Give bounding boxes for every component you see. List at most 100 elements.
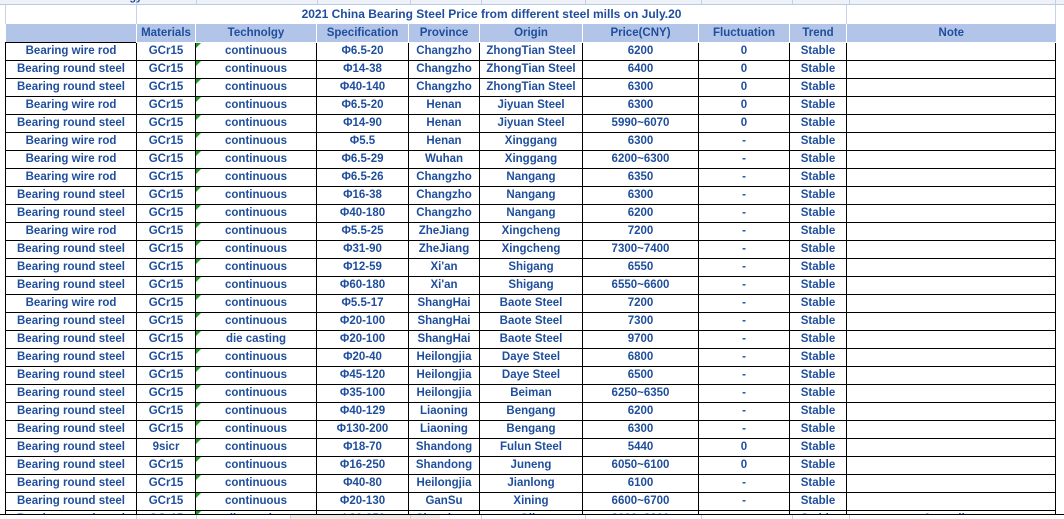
cell-fluct[interactable]: - — [698, 330, 790, 349]
cell-tech[interactable]: continuous — [195, 474, 317, 493]
table-row[interactable]: Bearing round steel GCr15 continuous Φ16-25… — [5, 456, 1057, 475]
cell-prov[interactable]: ZheJiang — [408, 240, 480, 259]
cell-materials[interactable]: GCr15 — [136, 150, 196, 169]
cell-materials[interactable]: GCr15 — [136, 186, 196, 205]
cell-tech[interactable]: continuous — [195, 186, 317, 205]
cell-trend[interactable]: Stable — [788, 384, 848, 403]
table-row[interactable]: Bearing round steel GCr15 continuous Φ12-59… — [5, 258, 1057, 277]
cell-product[interactable]: Bearing round steel — [5, 186, 137, 205]
cell-spec[interactable]: Φ5.5 — [316, 132, 409, 151]
cell-prov[interactable]: Heilongjia — [408, 474, 480, 493]
cell-tech[interactable]: continuous — [195, 492, 317, 511]
cell-origin[interactable]: Daye Steel — [479, 348, 583, 367]
cell-origin[interactable]: Nangang — [479, 186, 583, 205]
cell-origin[interactable]: ZhongTian Steel — [479, 60, 583, 79]
cell-fluct[interactable]: 0 — [698, 114, 790, 133]
cell-spec[interactable]: Φ5.5-25 — [316, 222, 409, 241]
cell-spec[interactable]: Φ6.5-26 — [316, 168, 409, 187]
cell-origin[interactable]: ZhongTian Steel — [479, 78, 583, 97]
cell-spec[interactable]: Φ40-80 — [316, 474, 409, 493]
cell-trend[interactable]: Stable — [788, 96, 848, 115]
column-header-price[interactable]: Price(CNY) — [582, 23, 699, 43]
cell-origin[interactable]: ZhongTian Steel — [479, 42, 583, 61]
cell-tech[interactable]: continuous — [195, 204, 317, 223]
cell-price[interactable]: 6300 — [582, 186, 699, 205]
cell-note[interactable] — [846, 132, 1057, 151]
cell-tech[interactable]: continuous — [195, 42, 317, 61]
column-header-fluct[interactable]: Fluctuation — [698, 23, 790, 43]
cell-trend[interactable]: Stable — [788, 438, 848, 457]
cell-trend[interactable]: Stable — [788, 348, 848, 367]
table-row[interactable]: Bearing round steel GCr15 continuous Φ40-12… — [5, 402, 1057, 421]
cell-origin[interactable]: Jiyuan Steel — [479, 114, 583, 133]
cell-note[interactable] — [846, 240, 1057, 259]
table-row[interactable]: Bearing round steel GCr15 continuous Φ40-14… — [5, 78, 1057, 97]
cell-note[interactable] — [846, 294, 1057, 313]
cell-product[interactable]: Bearing round steel — [5, 384, 137, 403]
cell-prov[interactable]: ShangHai — [408, 330, 480, 349]
cell-origin[interactable]: Jianlong — [479, 474, 583, 493]
cell-origin[interactable]: Xinggang — [479, 150, 583, 169]
cell-origin[interactable]: Shigang — [479, 276, 583, 295]
cell-prov[interactable]: Liaoning — [408, 402, 480, 421]
cell-tech[interactable]: continuous — [195, 312, 317, 331]
cell-spec[interactable]: Φ20-130 — [316, 492, 409, 511]
cell-trend[interactable]: Stable — [788, 204, 848, 223]
cell-price[interactable]: 7300 — [582, 312, 699, 331]
cell-tech[interactable]: continuous — [195, 402, 317, 421]
cell-prov[interactable]: ShangHai — [408, 312, 480, 331]
column-header-prov[interactable]: Province — [408, 23, 480, 43]
cell-tech[interactable]: continuous — [195, 420, 317, 439]
cell-materials[interactable]: GCr15 — [136, 294, 196, 313]
cell-note[interactable] — [846, 42, 1057, 61]
cell-origin[interactable]: Jiyuan Steel — [479, 96, 583, 115]
cell-tech[interactable]: continuous — [195, 114, 317, 133]
cell-tech[interactable]: continuous — [195, 294, 317, 313]
cell-product[interactable]: Bearing wire rod — [5, 42, 137, 61]
cell-tech[interactable]: continuous — [195, 348, 317, 367]
cell-price[interactable]: 6350 — [582, 168, 699, 187]
cell-spec[interactable]: Φ40-180 — [316, 204, 409, 223]
cell-materials[interactable]: GCr15 — [136, 474, 196, 493]
cell-prov[interactable]: ShangHai — [408, 294, 480, 313]
cell-spec[interactable]: Φ130-200 — [316, 420, 409, 439]
cell-fluct[interactable]: - — [698, 384, 790, 403]
cell-materials[interactable]: GCr15 — [136, 42, 196, 61]
cell-note[interactable] — [846, 222, 1057, 241]
table-row[interactable]: Bearing round steel GCr15 continuous Φ40-80… — [5, 474, 1057, 493]
cell-note[interactable] — [846, 204, 1057, 223]
cell-prov[interactable]: Wuhan — [408, 150, 480, 169]
cell-product[interactable]: Bearing round steel — [5, 438, 137, 457]
cell-prov[interactable]: Xi'an — [408, 276, 480, 295]
table-row[interactable]: Bearing round steel GCr15 continuous Φ130-2… — [5, 420, 1057, 439]
cell-spec[interactable]: Φ6.5-20 — [316, 96, 409, 115]
cell-tech[interactable]: continuous — [195, 384, 317, 403]
table-row[interactable]: Bearing round steel GCr15 continuous Φ14-90… — [5, 114, 1057, 133]
cell-tech[interactable]: continuous — [195, 60, 317, 79]
table-row[interactable]: Bearing round steel GCr15 continuous Φ45-12… — [5, 366, 1057, 385]
cell-note[interactable] — [846, 348, 1057, 367]
cell-materials[interactable]: GCr15 — [136, 348, 196, 367]
cell-fluct[interactable]: - — [698, 276, 790, 295]
cell-product[interactable]: Bearing wire rod — [5, 222, 137, 241]
cell-origin[interactable]: Xinggang — [479, 132, 583, 151]
cell-spec[interactable]: Φ20-100 — [316, 312, 409, 331]
cell-spec[interactable]: Φ5.5-17 — [316, 294, 409, 313]
cell-trend[interactable]: Stable — [788, 168, 848, 187]
cell-prov[interactable]: Liaoning — [408, 420, 480, 439]
cell-prov[interactable]: Xi'an — [408, 258, 480, 277]
cell-materials[interactable]: GCr15 — [136, 456, 196, 475]
cell-tech[interactable]: continuous — [195, 78, 317, 97]
cell-materials[interactable]: GCr15 — [136, 60, 196, 79]
cell-price[interactable]: 6300 — [582, 78, 699, 97]
cell-product[interactable]: Bearing round steel — [5, 366, 137, 385]
cell-trend[interactable]: Stable — [788, 330, 848, 349]
table-row[interactable]: Bearing wire rod GCr15 continuous Φ6.5-26 Ch… — [5, 168, 1057, 187]
cell-trend[interactable]: Stable — [788, 132, 848, 151]
cell-origin[interactable]: Baote Steel — [479, 330, 583, 349]
cell-materials[interactable]: GCr15 — [136, 258, 196, 277]
cell-spec[interactable]: Φ31-90 — [316, 240, 409, 259]
cell-spec[interactable]: Φ35-100 — [316, 384, 409, 403]
cell-prov[interactable]: Heilongjia — [408, 348, 480, 367]
cell-fluct[interactable]: 0 — [698, 438, 790, 457]
